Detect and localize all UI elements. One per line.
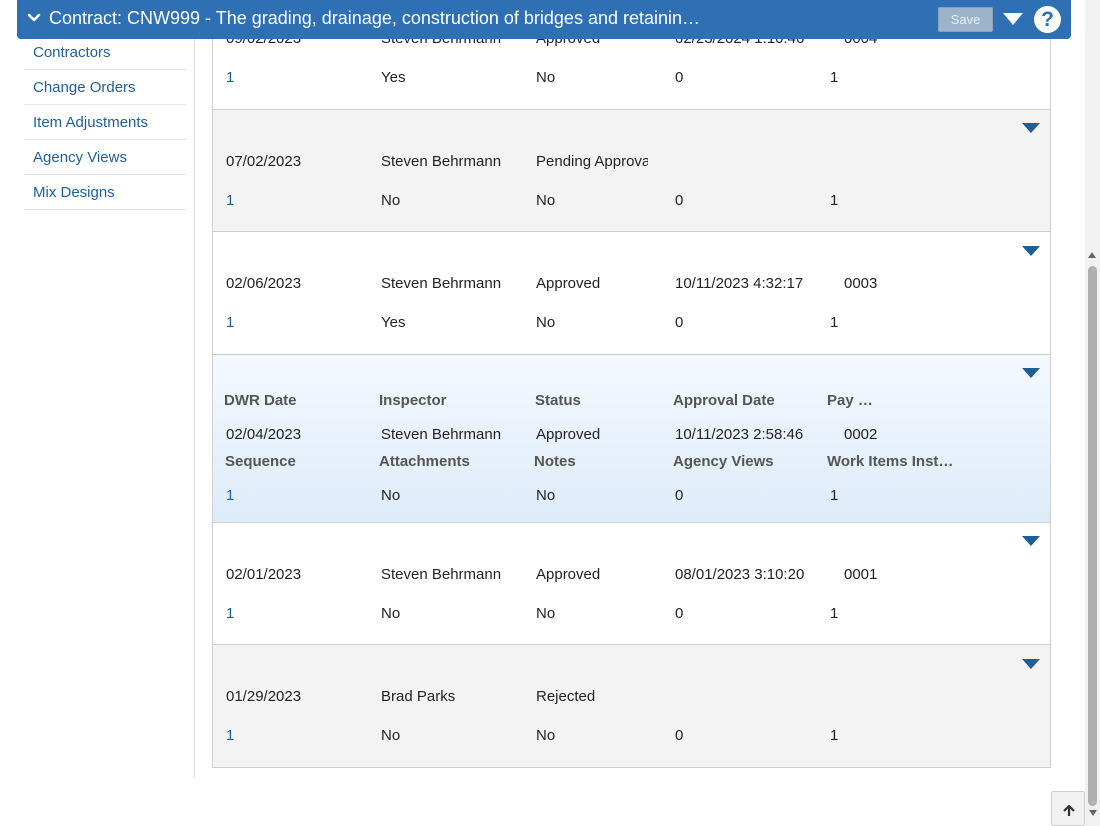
status-value: Approved <box>536 426 601 443</box>
work-items-value: 1 <box>830 314 839 331</box>
status-value: Approved <box>536 566 601 583</box>
status-value: Approved <box>536 275 601 292</box>
column-header-sequence: Sequence <box>225 453 296 470</box>
notes-value: No <box>536 727 556 744</box>
inspector-value: Steven Behrmann <box>381 275 502 292</box>
pay-value: 0003 <box>844 275 878 292</box>
sequence-link[interactable]: 1 <box>226 192 235 209</box>
caret-down-icon[interactable] <box>1022 246 1040 256</box>
sidebar-item-mix-designs[interactable]: Mix Designs <box>24 175 186 210</box>
list-item[interactable]: 07/02/2023 Steven Behrmann Pending Appro… <box>213 110 1050 232</box>
vertical-scrollbar[interactable] <box>1085 0 1100 826</box>
attachments-value: Yes <box>381 69 406 86</box>
work-items-value: 1 <box>830 605 839 622</box>
sidebar-item-agency-views[interactable]: Agency Views <box>24 140 186 175</box>
approval-date-value: 10/11/2023 4:32:17 <box>675 275 804 292</box>
attachments-value: No <box>381 487 401 504</box>
sequence-link[interactable]: 1 <box>226 487 235 504</box>
attachments-value: No <box>381 605 401 622</box>
attachments-value: Yes <box>381 314 406 331</box>
column-header-agency-views: Agency Views <box>673 453 774 470</box>
dwr-date-value: 02/06/2023 <box>226 275 302 292</box>
caret-down-icon[interactable] <box>1022 123 1040 133</box>
agency-views-value: 0 <box>675 727 684 744</box>
agency-views-value: 0 <box>675 192 684 209</box>
column-header-work-items: Work Items Inst… <box>827 453 954 470</box>
inspector-value: Brad Parks <box>381 688 456 705</box>
arrow-up-icon <box>1063 804 1075 816</box>
dwr-date-value: 07/02/2023 <box>226 153 302 170</box>
contract-header-bar: Contract: CNW999 - The grading, drainage… <box>17 0 1071 39</box>
agency-views-value: 0 <box>675 69 684 86</box>
list-item[interactable]: 02/01/2023 Steven Behrmann Approved 08/0… <box>213 523 1050 645</box>
notes-value: No <box>536 192 556 209</box>
caret-down-icon[interactable] <box>1022 368 1040 378</box>
scroll-to-top-button[interactable] <box>1051 791 1085 826</box>
column-header-pay: Pay … <box>827 392 873 409</box>
contract-title[interactable]: Contract: CNW999 - The grading, drainage… <box>49 8 701 28</box>
inspector-value: Steven Behrmann <box>381 153 502 170</box>
scrollbar-thumb[interactable] <box>1088 266 1097 806</box>
sequence-link[interactable]: 1 <box>226 314 235 331</box>
work-items-value: 1 <box>830 727 839 744</box>
inspector-value: Steven Behrmann <box>381 426 502 443</box>
caret-down-icon[interactable] <box>1022 536 1040 546</box>
help-icon[interactable]: ? <box>1034 6 1061 33</box>
sequence-link[interactable]: 1 <box>226 69 235 86</box>
notes-value: No <box>536 69 556 86</box>
sidebar-item-contractors[interactable]: Contractors <box>24 35 186 70</box>
attachments-value: No <box>381 192 401 209</box>
list-item[interactable]: 01/29/2023 Brad Parks Rejected 1 No No 0… <box>213 645 1050 767</box>
agency-views-value: 0 <box>675 314 684 331</box>
approval-date-value: 10/11/2023 2:58:46 <box>675 426 804 443</box>
caret-down-icon[interactable] <box>1022 659 1040 669</box>
column-header-approval-date: Approval Date <box>673 392 775 409</box>
notes-value: No <box>536 487 556 504</box>
list-item[interactable]: 02/06/2023 Steven Behrmann Approved 10/1… <box>213 232 1050 355</box>
sidebar-item-item-adjustments[interactable]: Item Adjustments <box>24 105 186 140</box>
approval-date-value: 08/01/2023 3:10:20 <box>675 566 804 583</box>
sidebar-item-change-orders[interactable]: Change Orders <box>24 70 186 105</box>
save-button[interactable]: Save <box>938 7 993 32</box>
work-items-value: 1 <box>830 69 839 86</box>
notes-value: No <box>536 314 556 331</box>
work-items-value: 1 <box>830 487 839 504</box>
work-items-value: 1 <box>830 192 839 209</box>
attachments-value: No <box>381 727 401 744</box>
scroll-up-icon[interactable] <box>1088 252 1096 258</box>
column-header-notes: Notes <box>534 453 576 470</box>
dwr-date-value: 02/01/2023 <box>226 566 302 583</box>
sidebar: Contractors Change Orders Item Adjustmen… <box>22 0 195 778</box>
inspector-value: Steven Behrmann <box>381 566 502 583</box>
pay-value: 0001 <box>844 566 878 583</box>
column-header-inspector: Inspector <box>379 392 447 409</box>
pay-value: 0002 <box>844 426 878 443</box>
column-header-status: Status <box>535 392 581 409</box>
column-header-dwr-date: DWR Date <box>224 392 297 409</box>
notes-value: No <box>536 605 556 622</box>
status-value: Pending Approval <box>536 153 648 170</box>
column-header-attachments: Attachments <box>379 453 470 470</box>
agency-views-value: 0 <box>675 487 684 504</box>
chevron-down-icon[interactable] <box>27 11 41 25</box>
scroll-down-icon[interactable] <box>1089 810 1097 816</box>
sequence-link[interactable]: 1 <box>226 605 235 622</box>
agency-views-value: 0 <box>675 605 684 622</box>
caret-down-icon[interactable] <box>1003 13 1023 25</box>
dwr-date-value: 01/29/2023 <box>226 688 302 705</box>
list-item-selected[interactable]: DWR Date Inspector Status Approval Date … <box>213 355 1050 523</box>
status-value: Rejected <box>536 688 596 705</box>
sequence-link[interactable]: 1 <box>226 727 235 744</box>
dwr-list: 09/02/2023 Steven Behrmann Approved 02/2… <box>212 0 1051 768</box>
dwr-date-value: 02/04/2023 <box>226 426 302 443</box>
